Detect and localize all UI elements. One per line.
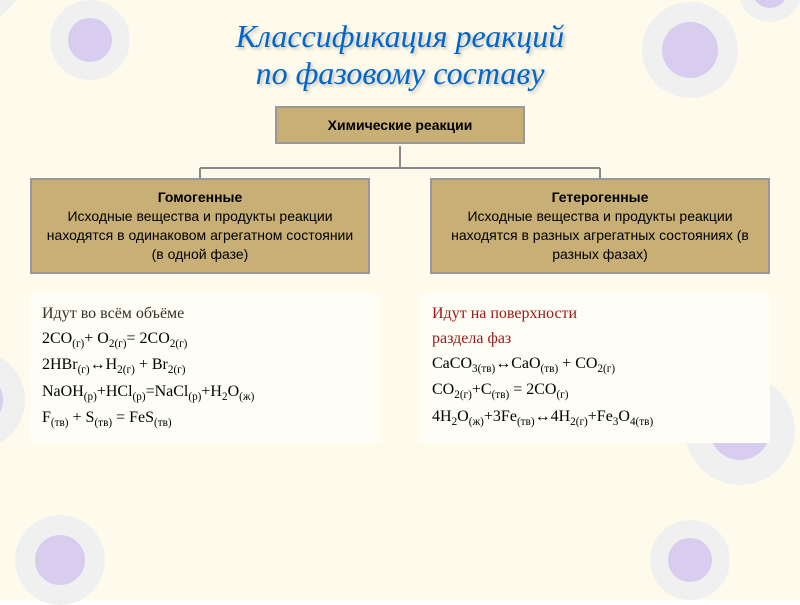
title-line-1: Классификация реакций: [236, 18, 565, 54]
title-line-2: по фазовому составу: [256, 55, 545, 91]
equation-line: CaCO3(тв)↔CaO(тв) + CO2(г): [432, 352, 758, 379]
branch-right-body: Исходные вещества и продукты реакции нах…: [442, 207, 758, 264]
equation-line: 2HBr(г)↔H2(г) + Br2(г): [42, 353, 368, 380]
root-box: Химические реакции: [275, 106, 525, 145]
equation-line: F(тв) + S(тв) = FeS(тв): [42, 406, 368, 433]
branch-row: Гомогенные Исходные вещества и продукты …: [30, 178, 770, 274]
branch-left-head: Гомогенные: [42, 188, 358, 207]
decor-circle: [15, 515, 105, 605]
equation-line: 4H2O(ж)+3Fe(тв)↔4H2(г)+Fe3O4(тв): [432, 405, 758, 432]
root-label: Химические реакции: [328, 117, 473, 133]
branch-left: Гомогенные Исходные вещества и продукты …: [30, 178, 370, 274]
equation-line: 2CO(г)+ O2(г)= 2CO2(г): [42, 327, 368, 354]
branch-right: Гетерогенные Исходные вещества и продукт…: [430, 178, 770, 274]
content-area: Классификация реакций по фазовому состав…: [0, 0, 800, 463]
example-row: Идут во всём объёме 2CO(г)+ O2(г)= 2CO2(…: [30, 294, 770, 443]
equation-line: CO2(г)+C(тв) = 2CO(г): [432, 378, 758, 405]
example-left-lead: Идут во всём объёме: [42, 302, 368, 327]
branch-left-body: Исходные вещества и продукты реакции нах…: [42, 207, 358, 264]
example-right-lead-2: раздела фаз: [432, 327, 758, 352]
page-title: Классификация реакций по фазовому состав…: [30, 18, 770, 92]
branch-right-head: Гетерогенные: [442, 188, 758, 207]
example-right: Идут на поверхности раздела фаз CaCO3(тв…: [420, 294, 770, 443]
example-right-lead-1: Идут на поверхности: [432, 302, 758, 327]
example-left: Идут во всём объёме 2CO(г)+ O2(г)= 2CO2(…: [30, 294, 380, 443]
decor-circle: [650, 520, 730, 600]
equation-line: NaOH(р)+HCl(р)=NaCl(р)+H2O(ж): [42, 380, 368, 407]
